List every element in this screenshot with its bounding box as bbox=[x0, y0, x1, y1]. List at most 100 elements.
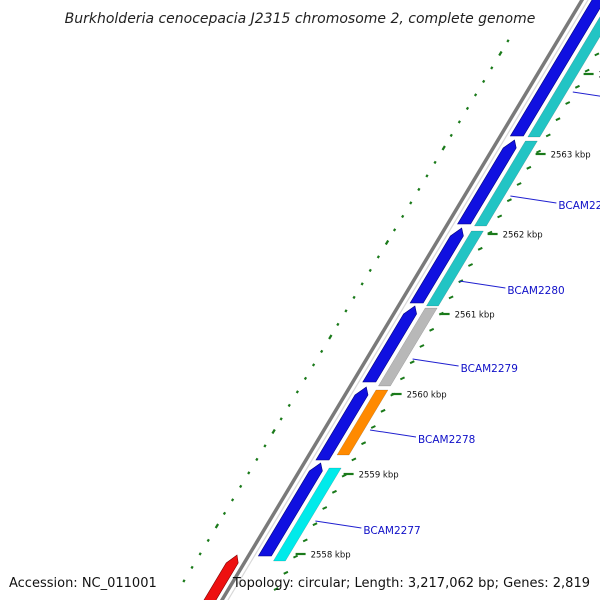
minor-tick bbox=[361, 441, 367, 446]
minor-tick bbox=[351, 457, 357, 462]
minor-tick bbox=[555, 117, 561, 122]
tick-label: 2560 kbp bbox=[407, 391, 447, 401]
gc-dot bbox=[352, 295, 356, 300]
forward-gene-arrow[interactable] bbox=[257, 462, 323, 557]
gene-label[interactable]: BCAM2278 bbox=[418, 434, 475, 446]
gene-leader-line bbox=[459, 280, 506, 289]
gc-dot bbox=[303, 376, 308, 381]
minor-tick bbox=[506, 198, 512, 203]
gc-dot bbox=[401, 214, 405, 219]
gene-leader-line bbox=[572, 91, 600, 97]
minor-tick bbox=[467, 263, 474, 267]
minor-tick bbox=[331, 489, 337, 494]
tick-label: 2561 kbp bbox=[455, 311, 495, 321]
gc-dot bbox=[449, 133, 453, 138]
minor-tick bbox=[293, 554, 299, 559]
minor-tick bbox=[545, 133, 551, 138]
gc-dot bbox=[457, 120, 461, 124]
minor-tick bbox=[380, 408, 386, 413]
map-title: Burkholderia cenocepacia J2315 chromosom… bbox=[65, 11, 536, 27]
minor-tick bbox=[302, 538, 308, 543]
gc-dot bbox=[255, 457, 259, 462]
gc-dot bbox=[336, 322, 340, 327]
minor-tick bbox=[497, 214, 503, 219]
gene-label[interactable]: BCAM2279 bbox=[461, 363, 518, 375]
tick-label: 2558 kbp bbox=[311, 551, 351, 561]
minor-tick bbox=[409, 360, 415, 365]
gc-dot bbox=[425, 174, 429, 178]
gc-dot bbox=[279, 417, 283, 421]
gene-label[interactable]: BCAM2277 bbox=[363, 525, 420, 537]
feature-segment[interactable] bbox=[377, 307, 438, 387]
gc-dot bbox=[441, 145, 446, 151]
gc-dot bbox=[263, 444, 267, 448]
minor-tick bbox=[322, 506, 328, 510]
gene-leader-line bbox=[369, 429, 417, 438]
feature-segment[interactable] bbox=[425, 230, 484, 307]
gene-label[interactable]: BCAM2280 bbox=[507, 285, 564, 297]
gc-dot bbox=[271, 428, 276, 435]
accession-label: Accession: NC_011001 bbox=[9, 576, 157, 591]
forward-gene-arrow[interactable] bbox=[362, 305, 417, 383]
minor-tick bbox=[370, 425, 376, 429]
tick-label: 2559 kbp bbox=[359, 471, 399, 481]
minor-tick bbox=[448, 295, 454, 300]
minor-tick bbox=[536, 149, 542, 154]
gc-dot bbox=[482, 79, 486, 84]
gc-dot bbox=[465, 106, 470, 111]
gc-dot bbox=[384, 239, 390, 246]
forward-strand-track bbox=[257, 0, 600, 557]
gene-leader-line bbox=[315, 520, 362, 529]
gc-dot bbox=[247, 471, 251, 475]
gc-dot bbox=[214, 523, 220, 529]
forward-gene-arrow[interactable] bbox=[409, 227, 464, 304]
feature-segment[interactable] bbox=[473, 140, 538, 227]
minor-tick bbox=[526, 165, 532, 170]
feature-segment[interactable] bbox=[272, 467, 342, 562]
gc-dot bbox=[320, 349, 324, 354]
minor-tick bbox=[574, 84, 580, 89]
gc-dot bbox=[498, 50, 503, 57]
forward-gene-arrow[interactable] bbox=[315, 386, 369, 461]
gene-label[interactable]: BCAM2281 bbox=[558, 200, 600, 212]
gc-dot bbox=[190, 565, 194, 570]
gc-dot bbox=[368, 268, 372, 273]
gc-dot bbox=[433, 160, 437, 165]
gene-labels[interactable]: BCAM2277 BCAM2278 BCAM2279 BCAM2280 BCAM2281… bbox=[315, 91, 600, 537]
gc-dot bbox=[206, 538, 210, 543]
gc-dot bbox=[287, 403, 291, 408]
gc-dot bbox=[392, 228, 397, 232]
gc-dot bbox=[417, 187, 421, 192]
forward-gene-arrow[interactable] bbox=[509, 0, 600, 137]
feature-segment[interactable] bbox=[336, 389, 389, 456]
gc-dot bbox=[344, 309, 348, 313]
tick-label: 2564 kbp bbox=[599, 71, 600, 81]
tick-label: 2562 kbp bbox=[503, 231, 543, 241]
minor-tick bbox=[594, 52, 600, 57]
gc-dot bbox=[360, 282, 364, 286]
gc-dot bbox=[198, 552, 202, 556]
gc-dot bbox=[311, 363, 316, 367]
minor-tick bbox=[516, 182, 522, 186]
feature-segment[interactable] bbox=[527, 0, 600, 138]
minor-tick bbox=[312, 522, 318, 527]
gc-dot bbox=[230, 498, 235, 502]
minor-tick bbox=[399, 376, 405, 381]
scale-tick-labels: 2558 kbp 2559 kbp 2560 kbp 2561 kbp 2562 kbp… bbox=[311, 71, 600, 561]
gc-dot bbox=[409, 201, 413, 205]
minor-tick bbox=[477, 246, 483, 251]
minor-tick bbox=[419, 344, 425, 348]
gc-dot bbox=[239, 484, 243, 489]
gc-content-dots bbox=[182, 39, 510, 583]
minor-tick bbox=[429, 327, 435, 332]
red-feature-arrow[interactable] bbox=[195, 554, 239, 600]
minor-tick bbox=[584, 68, 590, 73]
tick-label: 2563 kbp bbox=[551, 151, 591, 161]
chromosome-backbone bbox=[219, 0, 589, 600]
feature-track bbox=[195, 0, 600, 600]
gc-dot bbox=[376, 255, 380, 259]
forward-gene-arrow[interactable] bbox=[457, 139, 517, 225]
minor-tick bbox=[565, 101, 571, 105]
backbone-inner-line bbox=[227, 0, 589, 600]
